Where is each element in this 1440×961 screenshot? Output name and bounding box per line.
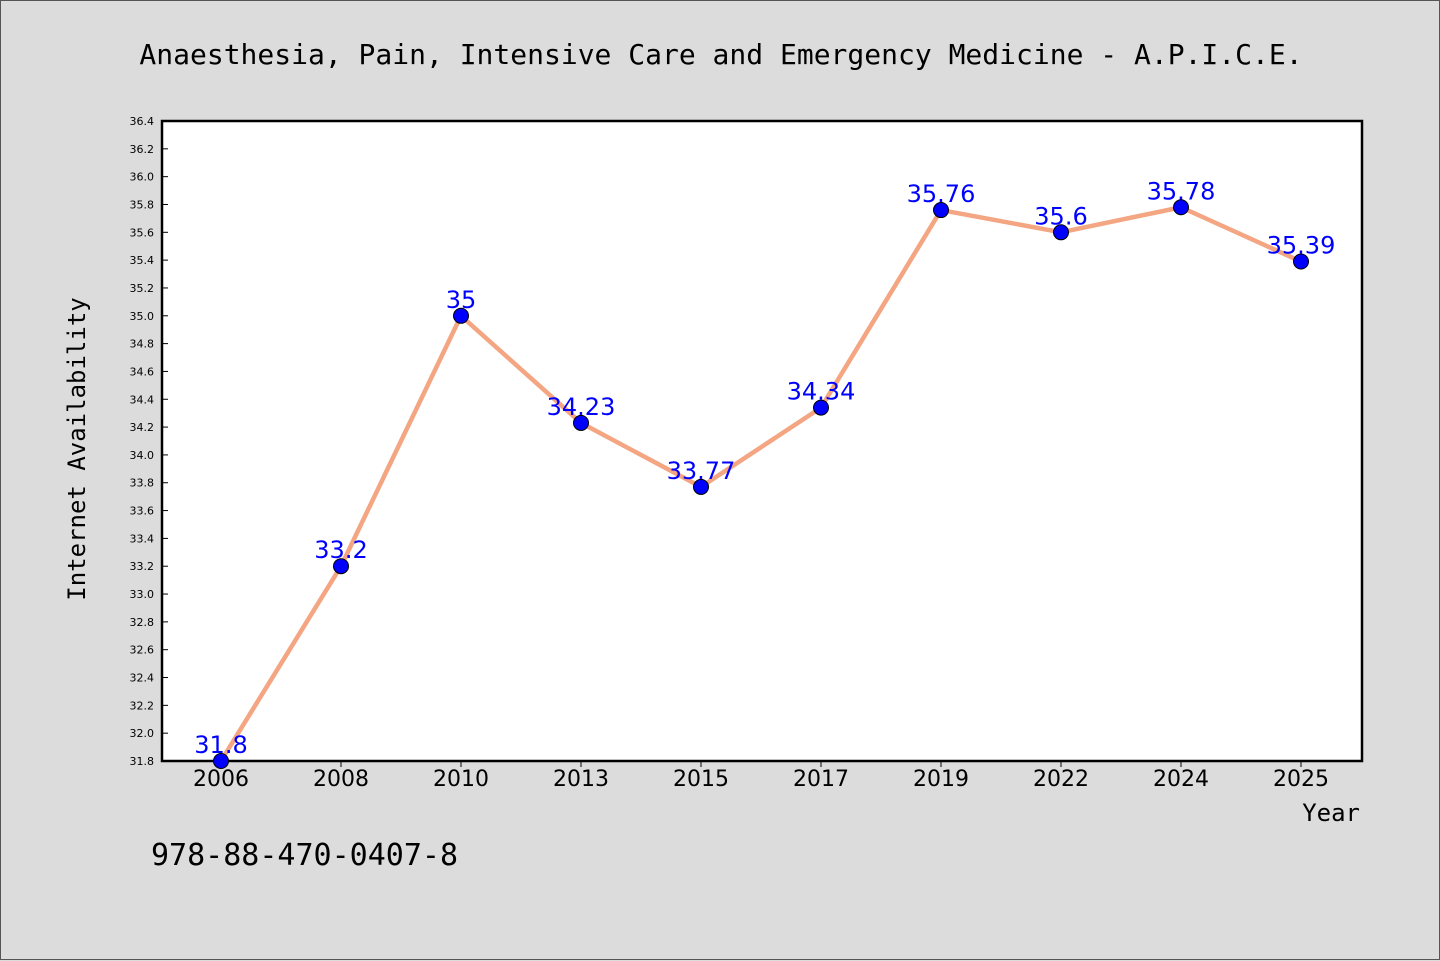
y-tick-label: 34.2 <box>130 421 155 434</box>
y-tick-label: 35.6 <box>130 226 155 239</box>
y-tick-label: 32.0 <box>130 727 155 740</box>
y-axis-label: Internet Availability <box>63 297 91 600</box>
y-tick-label: 34.0 <box>130 449 155 462</box>
y-tick-label: 31.8 <box>130 755 155 768</box>
x-tick-label: 2013 <box>553 767 609 792</box>
data-label: 35.6 <box>1034 202 1087 230</box>
y-tick-label: 33.4 <box>130 532 155 545</box>
series-line-group <box>218 205 1304 764</box>
x-tick-label: 2010 <box>433 767 489 792</box>
data-label: 35 <box>446 286 477 314</box>
data-label: 34.34 <box>787 378 856 406</box>
y-tick-label: 32.8 <box>130 616 155 629</box>
data-point <box>1173 199 1189 216</box>
y-tick-label: 33.8 <box>130 477 155 490</box>
data-point <box>813 399 829 416</box>
data-point <box>1293 253 1309 270</box>
y-tick-label: 36.0 <box>130 171 155 184</box>
data-label: 31.8 <box>194 731 247 759</box>
y-tick-label: 32.4 <box>130 672 155 685</box>
data-label: 35.78 <box>1147 177 1216 205</box>
y-tick-label: 32.6 <box>130 644 155 657</box>
y-tick-label: 32.2 <box>130 699 155 712</box>
x-tick-label: 2024 <box>1153 767 1209 792</box>
y-tick-label: 34.4 <box>130 393 155 406</box>
y-tick-label: 35.8 <box>130 198 155 211</box>
y-tick-label: 35.4 <box>130 254 155 267</box>
data-point <box>693 478 709 495</box>
data-point <box>333 558 349 575</box>
x-tick-label: 2006 <box>193 767 249 792</box>
y-tick-label: 35.2 <box>130 282 155 295</box>
y-tick-label: 34.8 <box>130 338 155 351</box>
data-labels: 31.8 33.2 35 34.23 33.77 34.34 35.76 35.6 35.78 3… <box>194 177 1335 759</box>
data-point <box>933 202 949 219</box>
x-tick-label: 2019 <box>913 767 969 792</box>
y-tick-label: 33.0 <box>130 588 155 601</box>
data-points <box>213 199 1309 769</box>
data-point <box>1053 224 1069 241</box>
x-tick-label: 2017 <box>793 767 849 792</box>
y-tick-label: 33.6 <box>130 505 155 518</box>
isbn-text: 978-88-470-0407-8 <box>151 838 458 873</box>
data-point <box>213 753 229 769</box>
data-label: 33.77 <box>667 457 736 485</box>
y-tick-label: 33.2 <box>130 560 155 573</box>
data-label: 33.2 <box>314 536 367 564</box>
x-tick-label: 2015 <box>673 767 729 792</box>
x-tick-label: 2022 <box>1033 767 1089 792</box>
y-tick-label: 36.4 <box>130 115 155 128</box>
y-axis: 31.8 32.0 32.2 32.4 32.6 32.8 33.0 33.2 33.4 33.6… <box>130 115 168 768</box>
x-tick-label: 2008 <box>313 767 369 792</box>
data-point <box>573 414 589 431</box>
y-tick-label: 34.6 <box>130 365 155 378</box>
x-axis: 2006 2008 2010 2013 2015 2017 2019 2022 2024 2025 <box>193 761 1329 792</box>
y-tick-label: 35.0 <box>130 310 155 323</box>
data-label: 35.76 <box>907 180 976 208</box>
y-tick-label: 36.2 <box>130 143 155 156</box>
plot-area <box>160 119 1364 763</box>
data-label: 35.39 <box>1267 232 1336 260</box>
chart-title: Anaesthesia, Pain, Intensive Care and Em… <box>139 38 1302 71</box>
data-point <box>453 307 469 324</box>
x-axis-label: Year <box>1302 799 1360 827</box>
series-line <box>218 205 1304 764</box>
x-tick-label: 2025 <box>1273 767 1329 792</box>
data-label: 34.23 <box>547 393 616 421</box>
